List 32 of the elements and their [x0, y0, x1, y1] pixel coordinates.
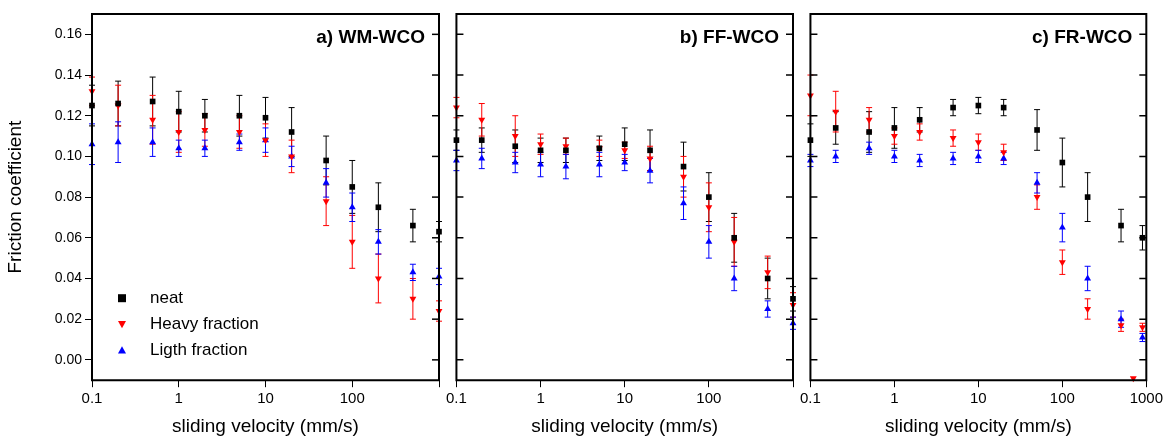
y-tick-label: 0.12: [54, 106, 83, 123]
y-tick-label: 0.02: [54, 310, 83, 327]
text: b) FF-WCO: [679, 25, 779, 47]
y-tick-label: 0.00: [54, 350, 83, 367]
legend-label: Heavy fraction: [150, 313, 259, 333]
text: a) WM-WCO: [316, 25, 425, 47]
x-tick-label: 100: [1049, 389, 1075, 407]
x-axis-title: sliding velocity (mm/s): [172, 414, 359, 436]
y-tick-label: 0.08: [54, 187, 83, 204]
x-tick-label: 10: [257, 389, 274, 407]
text: c) FR-WCO: [1032, 25, 1133, 47]
x-tick-label: 0.1: [800, 389, 821, 407]
y-tick-label: 0.06: [54, 228, 83, 245]
x-tick-label: 100: [696, 389, 722, 407]
x-tick-label: 1: [890, 389, 899, 407]
y-tick-label: 0.14: [54, 65, 83, 82]
x-tick-label: 1: [174, 389, 183, 407]
y-axis-title: Friction coefficient: [3, 120, 25, 274]
y-tick-label: 0.10: [54, 147, 83, 164]
x-axis-title: sliding velocity (mm/s): [531, 414, 719, 436]
x-tick-label: 0.1: [81, 389, 103, 407]
legend-label: neat: [150, 287, 184, 307]
x-tick-label: 10: [970, 389, 987, 407]
x-tick-label: 1000: [1129, 389, 1163, 407]
x-tick-label: 1: [536, 389, 545, 407]
legend-label: Ligth fraction: [150, 339, 248, 359]
x-tick-label: 10: [616, 389, 634, 407]
x-axis-title: sliding velocity (mm/s): [884, 414, 1072, 436]
y-tick-label: 0.04: [54, 269, 83, 286]
x-tick-label: 0.1: [446, 389, 467, 407]
y-tick-label: 0.16: [54, 25, 83, 42]
x-tick-label: 100: [339, 389, 365, 407]
